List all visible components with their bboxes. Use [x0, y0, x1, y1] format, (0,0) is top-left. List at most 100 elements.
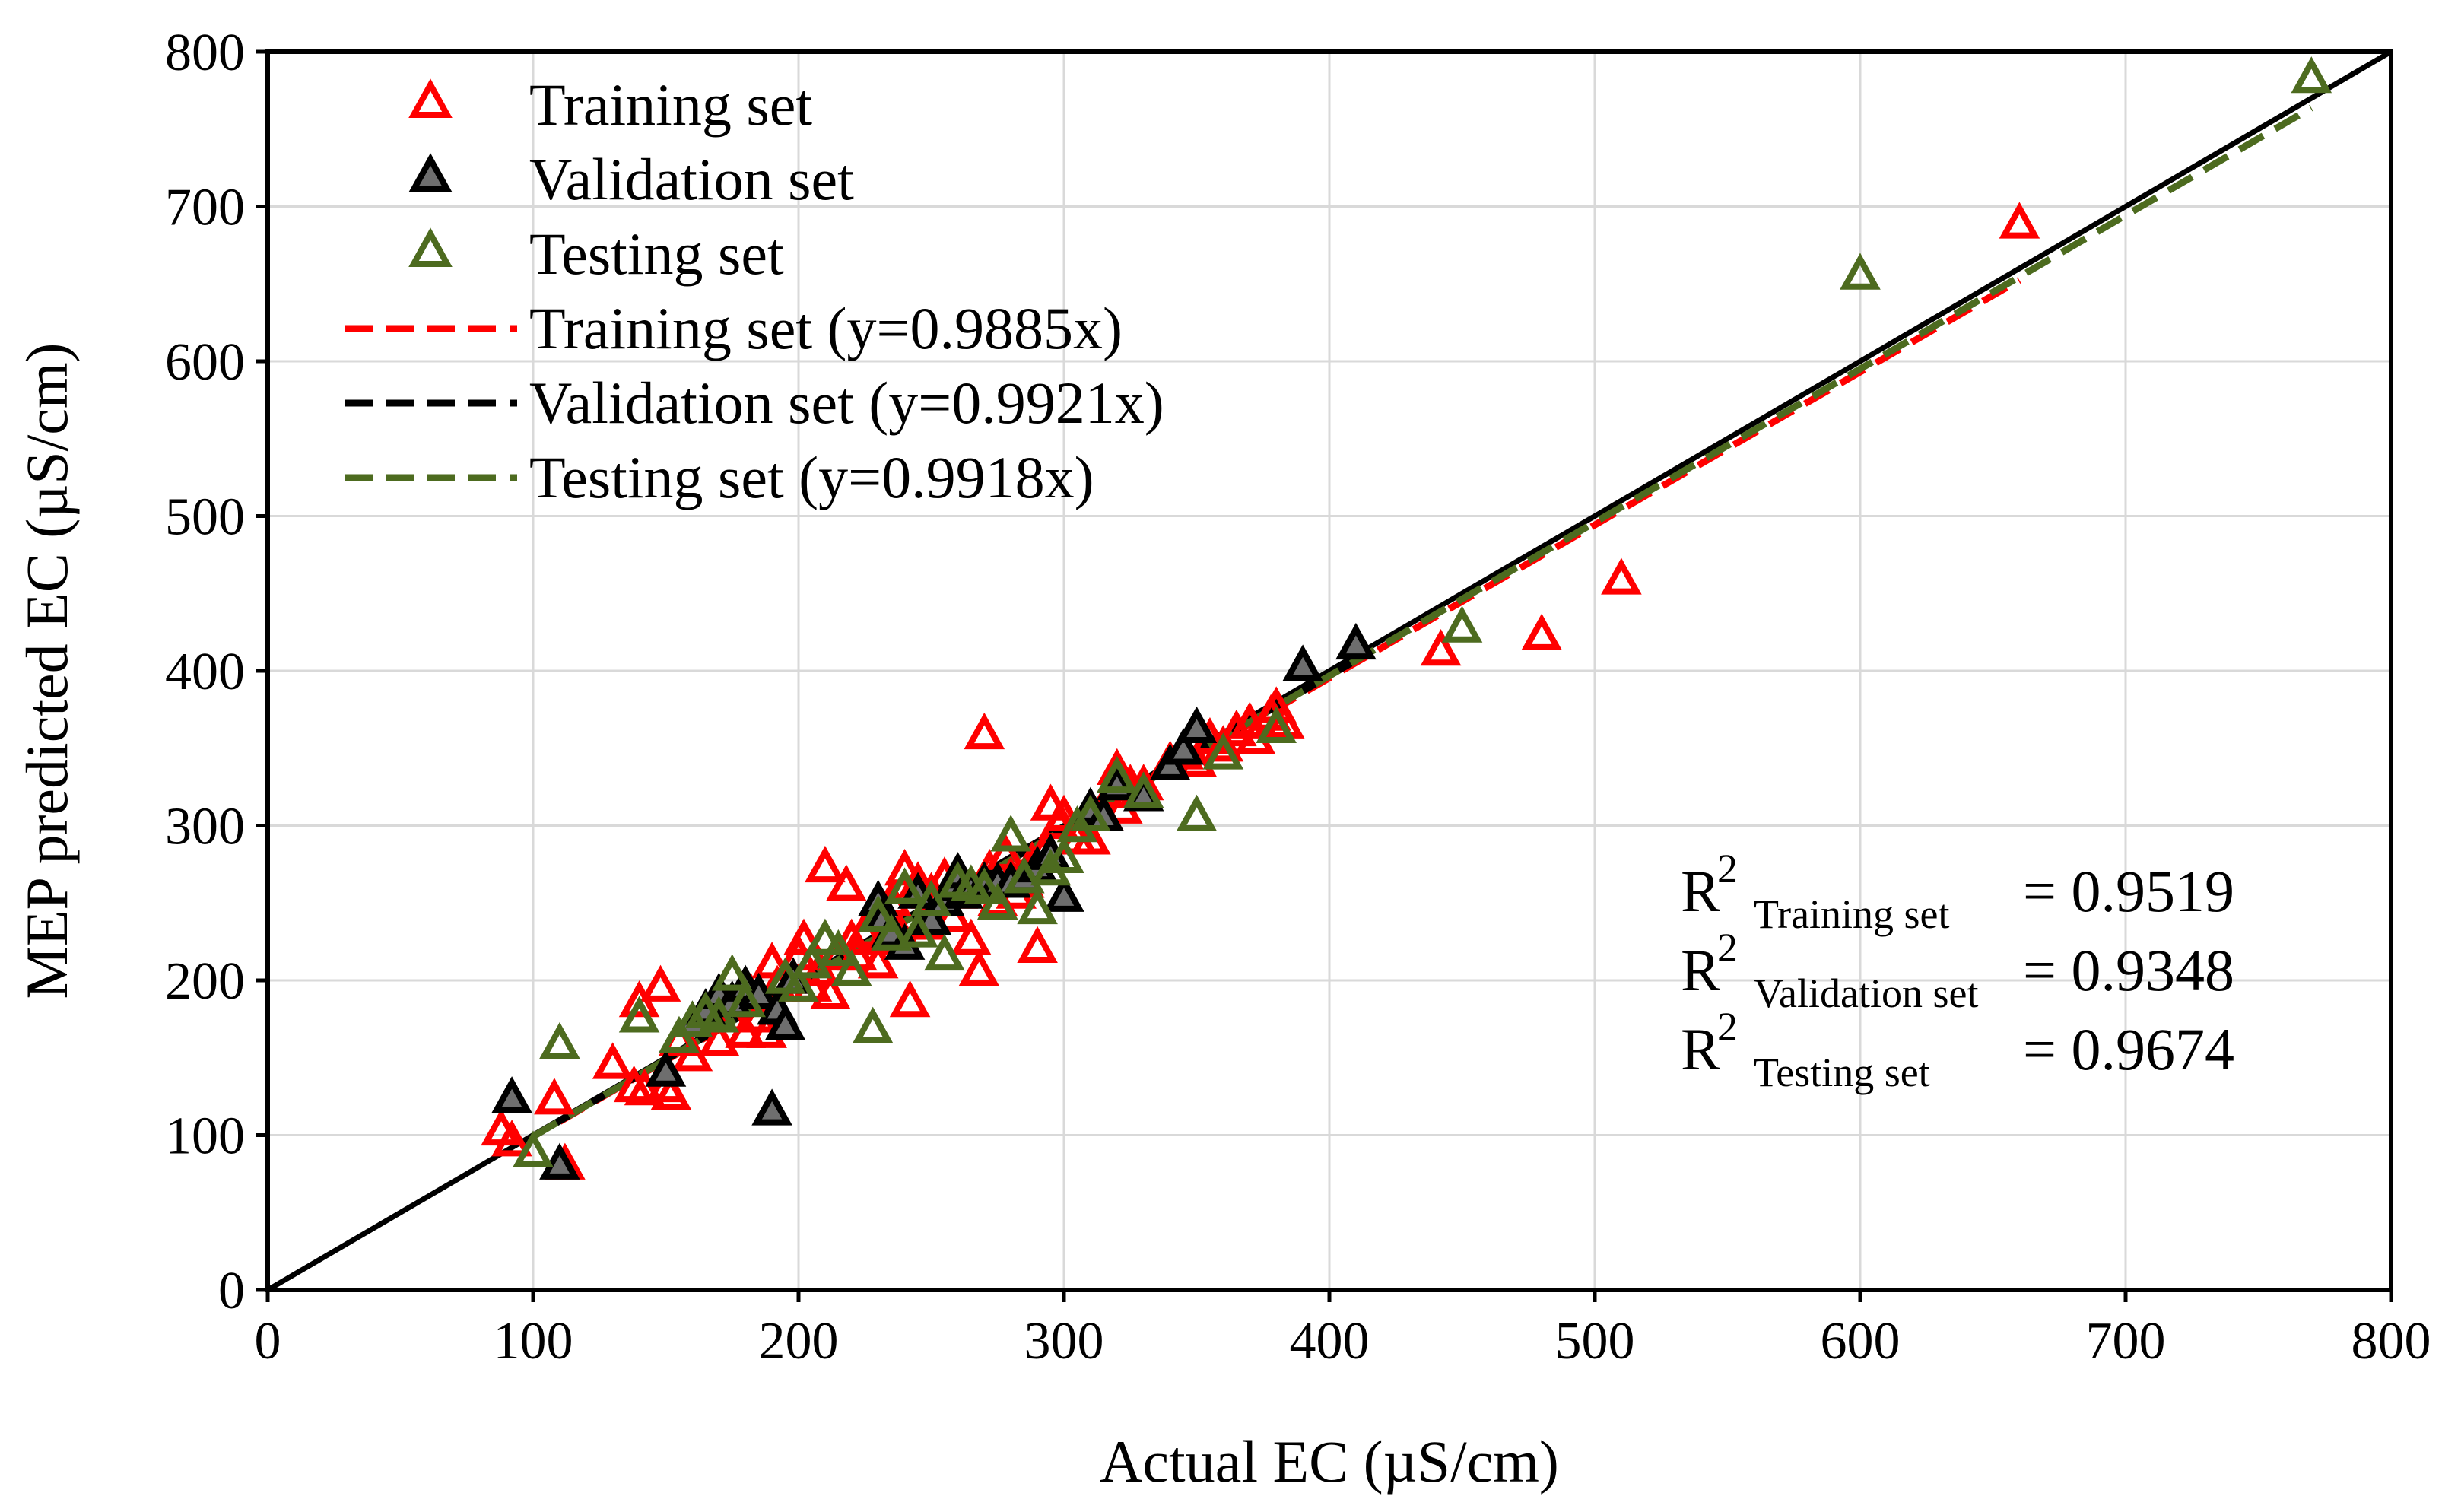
data-point — [751, 1088, 792, 1126]
data-point — [1097, 755, 1138, 793]
annotation-superscript: 2 — [1717, 925, 1738, 970]
annotation-r: R — [1681, 1016, 1720, 1082]
data-point — [1521, 613, 1562, 650]
data-point — [889, 980, 931, 1018]
data-point — [592, 1042, 634, 1079]
legend-marker — [408, 78, 453, 119]
data-point — [1070, 794, 1111, 832]
data-point — [1176, 794, 1218, 832]
x-tick-label: 0 — [255, 1312, 281, 1371]
x-tick-label: 300 — [1024, 1312, 1104, 1371]
data-point — [491, 1076, 532, 1113]
y-tick-label: 0 — [218, 1262, 245, 1320]
legend-label: Validation set (y=0.9921x) — [529, 370, 1164, 436]
data-point — [618, 996, 660, 1033]
data-point — [884, 867, 926, 904]
annotation-value: = 0.9519 — [2023, 858, 2234, 924]
x-tick-label: 500 — [1555, 1312, 1635, 1371]
data-point — [491, 1120, 532, 1157]
legend-marker — [408, 153, 453, 193]
x-tick-label: 400 — [1290, 1312, 1370, 1371]
data-point — [1003, 856, 1045, 894]
y-tick-label: 700 — [165, 179, 245, 237]
data-point — [539, 1142, 580, 1180]
data-point — [857, 895, 899, 932]
y-tick-label: 800 — [165, 24, 245, 82]
data-point — [650, 1073, 692, 1110]
y-tick-label: 400 — [165, 643, 245, 701]
y-tick-label: 500 — [165, 488, 245, 547]
annotation-r: R — [1681, 858, 1720, 924]
data-point — [897, 910, 938, 948]
data-point — [990, 815, 1031, 852]
annotation-value: = 0.9674 — [2023, 1016, 2234, 1082]
data-points — [481, 56, 2332, 1180]
x-tick-label: 800 — [2351, 1312, 2431, 1371]
legend-label: Training set — [529, 71, 812, 138]
data-point — [1256, 706, 1297, 744]
x-tick-label: 200 — [759, 1312, 839, 1371]
y-tick-label: 300 — [165, 798, 245, 856]
data-point — [791, 942, 833, 979]
data-point — [2291, 56, 2332, 94]
data-point — [1043, 836, 1084, 873]
data-point — [818, 929, 859, 967]
x-tick-label: 700 — [2086, 1312, 2166, 1371]
annotation-superscript: 2 — [1717, 1004, 1738, 1050]
data-point — [534, 1078, 575, 1115]
annotation-r: R — [1681, 937, 1720, 1003]
x-tick-label: 600 — [1821, 1312, 1901, 1371]
y-tick-label: 200 — [165, 952, 245, 1011]
x-tick-label: 100 — [494, 1312, 573, 1371]
data-point — [826, 864, 867, 901]
data-point — [910, 879, 952, 916]
data-point — [1017, 887, 1058, 925]
data-point — [958, 949, 1000, 986]
y-axis-label: MEP predicted EC (µS/cm) — [14, 342, 80, 999]
data-point — [725, 980, 766, 1018]
data-point — [624, 1068, 665, 1106]
y-tick-label: 600 — [165, 333, 245, 392]
data-point — [852, 1006, 894, 1043]
data-point — [884, 848, 926, 886]
data-point — [951, 918, 992, 955]
data-point — [1420, 629, 1462, 666]
data-point — [1176, 706, 1218, 744]
data-point — [783, 918, 824, 955]
data-point — [1216, 709, 1257, 747]
data-point — [871, 913, 912, 951]
data-point — [1043, 875, 1084, 912]
data-point — [976, 882, 1018, 920]
data-point — [964, 867, 1005, 904]
data-point — [698, 1018, 740, 1056]
x-axis-label: Actual EC (µS/cm) — [1100, 1428, 1559, 1495]
data-point — [857, 942, 899, 979]
data-point — [964, 712, 1005, 750]
data-point — [805, 845, 846, 883]
annotation-subscript: Testing set — [1754, 1050, 1930, 1095]
data-point — [1202, 732, 1244, 770]
y-axis-ticks: 0 100 200 300 400 500 600 700 800 — [165, 24, 268, 1320]
data-point — [1840, 253, 1881, 290]
legend-label: Validation set — [529, 146, 854, 212]
data-point — [805, 918, 846, 955]
data-point — [513, 1130, 554, 1167]
legend-label: Testing set — [529, 221, 784, 287]
data-point — [539, 1021, 580, 1059]
legend-marker — [408, 227, 453, 268]
data-point — [1282, 644, 1323, 681]
data-point — [711, 954, 753, 991]
annotation-subscript: Training set — [1754, 891, 1950, 937]
data-point — [810, 972, 851, 1010]
x-axis-ticks: 0 100 200 300 400 500 600 700 800 — [255, 1290, 2431, 1371]
data-point — [924, 933, 965, 971]
annotation-superscript: 2 — [1717, 846, 1738, 891]
data-point — [1999, 202, 2040, 239]
data-point — [1163, 728, 1204, 765]
data-point — [764, 1003, 806, 1040]
data-point — [645, 1050, 687, 1087]
data-point — [1335, 622, 1377, 660]
data-point — [1601, 557, 1642, 595]
